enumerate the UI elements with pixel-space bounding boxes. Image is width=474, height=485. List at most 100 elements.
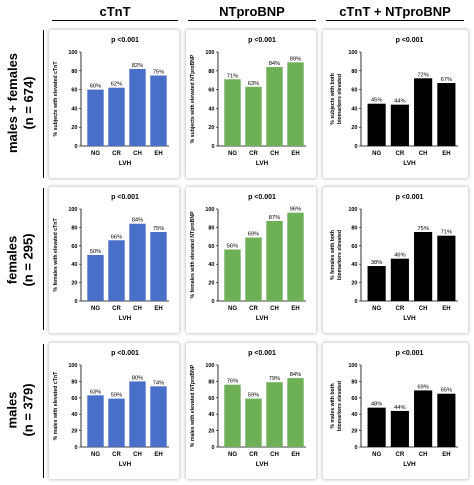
y-tick-label: 0 (211, 299, 214, 305)
row-label-all-text: males + females (5, 52, 21, 153)
x-axis-label: LVH (256, 461, 269, 468)
y-tick-label: 20 (208, 429, 214, 435)
bar (414, 390, 433, 447)
x-tick-label: NG (91, 452, 100, 458)
bar (266, 220, 283, 301)
data-label: 89% (290, 56, 302, 62)
y-axis-label: % subjects with bothbiomarkers elevated (330, 73, 343, 125)
bar (367, 266, 386, 301)
data-label: 84% (132, 218, 144, 224)
x-tick-label: NG (372, 452, 381, 458)
x-tick-label: NG (228, 306, 237, 312)
row-label-males-text: males (5, 391, 21, 429)
y-tick-label: 100 (205, 363, 214, 369)
data-label: 50% (90, 249, 102, 255)
bar (87, 89, 104, 146)
x-tick-label: CH (133, 306, 142, 312)
y-tick-label: 0 (354, 144, 357, 150)
column-title-ntprobnp: NTproBNP (219, 4, 285, 19)
column-rule-ctnt (52, 20, 178, 21)
bar (108, 240, 125, 301)
chart-title: p <0.001 (248, 37, 276, 44)
x-tick-label: CR (112, 306, 121, 312)
y-tick-label: 40 (71, 412, 77, 418)
chart-panel-all-ctnt: p <0.001 % subjects with elevated cTnT 0 20… (49, 30, 179, 178)
chart-title: p <0.001 (111, 350, 139, 357)
y-tick-label: 60 (351, 244, 357, 250)
y-axis-label: % females with elevated cTnT (53, 218, 59, 292)
x-tick-label: NG (372, 306, 381, 312)
data-label: 60% (90, 84, 102, 90)
x-tick-label: CR (249, 306, 258, 312)
data-label: 82% (132, 63, 144, 69)
data-label: 84% (290, 372, 302, 378)
chart-title: p <0.001 (396, 37, 424, 44)
y-tick-label: 80 (208, 225, 214, 231)
y-tick-label: 0 (354, 299, 357, 305)
y-tick-label: 20 (351, 281, 357, 287)
y-tick-label: 60 (71, 396, 77, 402)
y-tick-label: 60 (208, 88, 214, 94)
y-tick-label: 40 (71, 262, 77, 268)
bar (245, 398, 262, 447)
x-tick-label: EH (291, 151, 299, 157)
row-label-females-text: females (5, 235, 21, 285)
y-tick-label: 100 (68, 363, 77, 369)
y-axis-label: % males with elevated cTnT (53, 371, 59, 440)
x-tick-label: EH (154, 452, 162, 458)
chart-females-both: p <0.001 % females with bothbiomarkers el… (330, 194, 458, 322)
chart-panel-females-both: p <0.001 % females with bothbiomarkers el… (323, 187, 468, 333)
bar (266, 67, 283, 146)
chart-all-both: p <0.001 % subjects with bothbiomarkers e… (330, 37, 458, 167)
y-tick-label: 60 (208, 396, 214, 402)
y-tick-label: 40 (71, 106, 77, 112)
y-tick-label: 60 (71, 88, 77, 94)
chart-title: p <0.001 (111, 194, 139, 201)
y-tick-label: 20 (351, 125, 357, 131)
row-rule-all (43, 30, 44, 178)
chart-females-ntprobnp: p <0.001 % females with elevated NTproBNP… (190, 194, 306, 322)
row-label-females-n: (n = 295) (21, 233, 37, 287)
chart-title: p <0.001 (396, 350, 424, 357)
chart-males-ctnt: p <0.001 % males with elevated cTnT 0 20 40 6… (53, 350, 169, 468)
chart-all-ctnt: p <0.001 % subjects with elevated cTnT 0 20… (53, 37, 169, 167)
y-tick-label: 100 (348, 50, 357, 56)
y-axis-label: % males with bothbiomarkers elevated (330, 381, 343, 431)
row-label-males-n: (n = 379) (21, 383, 37, 437)
x-axis-label: LVH (403, 461, 416, 468)
y-tick-label: 0 (354, 445, 357, 451)
chart-males-both: p <0.001 % males with bothbiomarkers elev… (330, 350, 458, 468)
data-label: 65% (441, 388, 453, 394)
bar (108, 398, 125, 447)
data-label: 67% (441, 77, 453, 83)
y-axis-label: % males with elevated NTproBNP (190, 364, 196, 447)
x-axis-label: LVH (403, 315, 416, 322)
y-tick-label: 80 (71, 69, 77, 75)
x-tick-label: CH (133, 151, 142, 157)
bar (245, 237, 262, 301)
x-axis-label: LVH (256, 315, 269, 322)
y-tick-label: 20 (208, 125, 214, 131)
x-tick-label: NG (372, 151, 381, 157)
x-tick-label: CH (270, 151, 279, 157)
y-tick-label: 40 (208, 106, 214, 112)
y-axis-label: % subjects with elevated NTproBNP (190, 54, 196, 143)
y-tick-label: 20 (208, 281, 214, 287)
bar (266, 382, 283, 447)
row-rule-females (43, 188, 44, 330)
x-tick-label: CR (396, 306, 405, 312)
x-tick-label: CR (249, 151, 258, 157)
x-tick-label: CR (112, 452, 121, 458)
x-tick-label: EH (154, 151, 162, 157)
bar (414, 232, 433, 301)
y-tick-label: 0 (74, 445, 77, 451)
data-label: 63% (90, 389, 102, 395)
x-tick-label: CH (133, 452, 142, 458)
bar (437, 83, 456, 146)
chart-females-ctnt: p <0.001 % females with elevated cTnT 0 20 4… (53, 194, 169, 322)
bar (287, 378, 304, 447)
bar (108, 87, 125, 146)
chart-panel-females-ctnt: p <0.001 % females with elevated cTnT 0 20 4… (49, 187, 179, 333)
y-tick-label: 20 (71, 125, 77, 131)
x-tick-label: CR (396, 151, 405, 157)
